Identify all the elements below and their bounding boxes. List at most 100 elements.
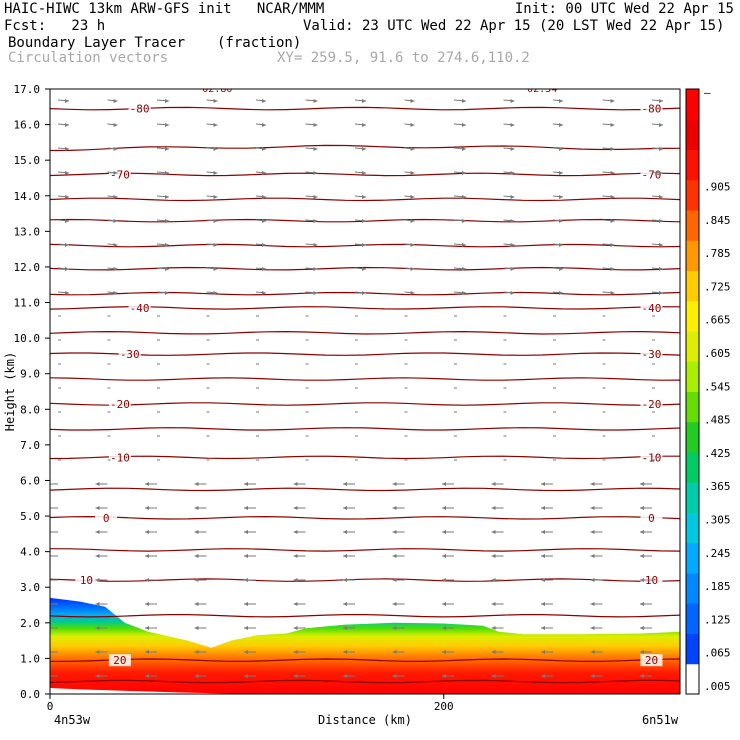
- vector-arrowhead: [462, 219, 466, 223]
- vector-arrowhead: [510, 267, 515, 271]
- colorbar-label: .305: [704, 514, 731, 527]
- vector-arrowhead: [510, 243, 515, 247]
- vector-arrowhead: [491, 674, 496, 678]
- vector-arrowhead: [165, 243, 169, 247]
- y-tick-label: 16.0: [14, 119, 41, 132]
- isotherm-label: 0: [648, 512, 655, 525]
- isotherm-label: -10: [110, 451, 130, 464]
- vector-arrowhead: [610, 219, 615, 223]
- isotherm-label-bg: [108, 397, 131, 410]
- vector-arrowhead: [392, 602, 397, 606]
- y-tick-label: 1.0: [20, 652, 40, 665]
- isotherm-label-bg: [640, 168, 663, 181]
- vector-arrowhead: [640, 530, 644, 534]
- vector-arrowhead: [491, 650, 496, 654]
- vector-arrowhead: [262, 123, 266, 127]
- colorbar-swatch: [686, 149, 699, 181]
- vector-arrowhead: [362, 147, 366, 151]
- vector-arrowhead: [462, 171, 466, 175]
- isotherm-line: [50, 614, 680, 618]
- y-tick-label: 13.0: [14, 225, 41, 238]
- colorbar-swatch: [686, 512, 699, 544]
- colorbar-swatch: [686, 391, 699, 423]
- vector-arrowhead: [95, 578, 100, 582]
- colorbar-label: .905: [704, 181, 731, 194]
- vector-arrowhead: [165, 171, 169, 175]
- colorbar-label: .365: [704, 480, 731, 493]
- isotherm-label: 20: [113, 654, 126, 667]
- isotherm-top-label: 02.80: [202, 84, 232, 95]
- field-units: (fraction): [217, 35, 302, 51]
- y-tick-label: 11.0: [14, 297, 41, 310]
- vector-arrowhead: [590, 602, 595, 606]
- isotherm-line: [50, 306, 680, 310]
- colorbar-swatch: [686, 603, 699, 634]
- vector-arrowhead: [293, 506, 298, 510]
- vector-arrowhead: [194, 482, 199, 486]
- vector-arrowhead: [442, 554, 446, 558]
- vector-arrowhead: [244, 602, 248, 606]
- vector-arrowhead: [442, 578, 446, 582]
- vector-arrowhead: [559, 291, 563, 295]
- vector-arrowhead: [610, 291, 615, 295]
- vector-arrowhead: [313, 147, 318, 151]
- vector-arrowhead: [610, 123, 615, 127]
- vector-arrowhead: [262, 291, 266, 295]
- isotherm-label-bg: [640, 451, 663, 464]
- vector-arrowhead: [590, 674, 595, 678]
- vector-arrowhead: [313, 99, 318, 103]
- vector-arrowhead: [293, 578, 298, 582]
- vector-arrowhead: [262, 219, 266, 223]
- colorbar-swatch: [686, 119, 699, 150]
- vector-arrowhead: [541, 482, 545, 486]
- vector-arrowhead: [213, 123, 218, 127]
- vector-arrowhead: [410, 99, 415, 103]
- vector-arrowhead: [541, 530, 545, 534]
- vector-arrowhead: [462, 99, 466, 103]
- isotherm-line: [50, 578, 680, 582]
- vector-arrowhead: [293, 650, 298, 654]
- isotherm-label: 20: [645, 654, 658, 667]
- cross-section-endpoints: XY= 259.5, 91.6 to 274.6,110.2: [277, 50, 530, 66]
- colorbar-label: .545: [704, 380, 731, 393]
- isotherm-label: -30: [642, 348, 662, 361]
- vector-arrowhead: [313, 123, 318, 127]
- vector-arrowhead: [362, 195, 366, 199]
- colorbar-swatch: [686, 240, 699, 271]
- vector-arrowhead: [65, 243, 69, 247]
- vector-arrowhead: [610, 195, 615, 199]
- vector-arrowhead: [510, 99, 515, 103]
- colorbar-swatch: [686, 542, 699, 574]
- vector-arrowhead: [113, 267, 118, 271]
- vector-arrowhead: [46, 506, 50, 510]
- vector-arrowhead: [491, 578, 496, 582]
- y-tick-label: 14.0: [14, 190, 41, 203]
- vector-arrowhead: [559, 171, 563, 175]
- vector-arrowhead: [165, 195, 169, 199]
- y-tick-label: 8.0: [20, 403, 40, 416]
- vector-arrowhead: [194, 602, 199, 606]
- vector-arrowhead: [244, 482, 248, 486]
- vector-arrowhead: [262, 99, 266, 103]
- x-tick-label: 0: [47, 700, 54, 713]
- vector-arrowhead: [610, 171, 615, 175]
- vector-arrowhead: [65, 147, 69, 151]
- vector-arrowhead: [343, 482, 347, 486]
- colorbar-swatch: [686, 89, 699, 120]
- isotherm-label: 10: [80, 574, 93, 587]
- vector-arrowhead: [491, 554, 496, 558]
- isotherm-label-bg: [108, 654, 131, 667]
- vector-arrowhead: [392, 482, 397, 486]
- vector-arrowhead: [510, 219, 515, 223]
- colorbar-swatch: [686, 331, 699, 362]
- vector-arrowhead: [46, 602, 50, 606]
- colorbar-swatch: [686, 361, 699, 392]
- vector-arrowhead: [194, 626, 199, 630]
- x-tick-label: 200: [434, 700, 454, 713]
- x-left-endpoint-label: 4n53w: [54, 713, 91, 727]
- vector-arrowhead: [145, 530, 149, 534]
- isotherm-label-bg: [75, 574, 98, 587]
- vector-arrowhead: [640, 554, 644, 558]
- isotherm-line: [50, 548, 680, 552]
- vector-arrowhead: [590, 626, 595, 630]
